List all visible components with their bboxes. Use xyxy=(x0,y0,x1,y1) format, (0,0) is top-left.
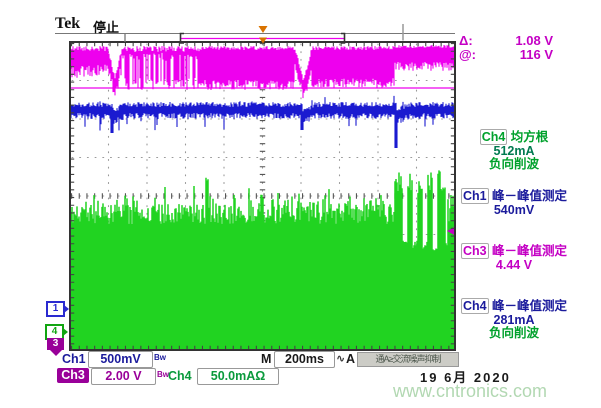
delta-value: 1.08 V xyxy=(515,33,553,48)
ch1-scale-readout: 500mV xyxy=(88,351,153,368)
ch1-bandwidth-icon: Bw xyxy=(154,353,166,362)
trigger-info-readout: 通A≥交流噪声抑制 xyxy=(357,352,459,367)
measurement-ch3-pkpk: Ch3 峰－峰值测定 4.44 V xyxy=(434,243,594,272)
measurement-channel-tag: Ch3 xyxy=(460,243,489,259)
measurement-value: 512mA xyxy=(493,143,535,158)
delta-label: Δ: xyxy=(459,33,473,48)
ch1-label: Ch1 xyxy=(62,352,86,366)
at-label: @: xyxy=(459,47,477,62)
ch1-marker-label: 1 xyxy=(52,303,59,314)
cursor-readout: Δ: 1.08 V @: 116 V xyxy=(459,34,553,62)
trigger-position-marker-icon xyxy=(258,26,268,33)
measurement-name: 峰－峰值测定 xyxy=(492,189,568,203)
ch4-scale-readout: 50.0mAΩ xyxy=(197,368,279,385)
measurement-ch4-pkpk: Ch4 峰－峰值测定 281mA 负向削波 xyxy=(434,298,594,341)
timebase-label: M xyxy=(261,352,272,366)
date-stamp: 19 6月 2020 xyxy=(420,370,511,385)
waveform-ch3 xyxy=(71,45,454,99)
ch4-label: Ch4 xyxy=(168,369,192,383)
trigger-source-label: A xyxy=(346,352,356,366)
acquisition-status: 停止 xyxy=(93,20,120,35)
measurement-name: 均方根 xyxy=(510,130,549,144)
measurement-channel-tag: Ch4 xyxy=(460,298,489,314)
waveform-ch1 xyxy=(71,95,454,148)
ch3-marker-label: 3 xyxy=(52,338,59,349)
ch4-position-marker: 4 xyxy=(45,324,64,340)
at-value: 116 V xyxy=(519,47,553,62)
measurement-value: 4.44 V xyxy=(495,257,533,272)
measurement-note: 负向削波 xyxy=(488,157,539,171)
ch3-scale-readout: 2.00 V xyxy=(91,368,156,385)
trigger-edge-marker-icon xyxy=(259,37,267,44)
measurement-ch1-pkpk: Ch1 峰－峰值测定 540mV xyxy=(434,188,594,217)
ch3-position-marker: 3 xyxy=(47,338,64,350)
measurement-channel-tag: Ch4 xyxy=(479,129,508,145)
cursor-bracket-right xyxy=(341,32,346,44)
measurement-name: 峰－峰值测定 xyxy=(492,244,568,258)
waveform-ch4 xyxy=(71,170,454,349)
border-ticks xyxy=(70,42,455,350)
measurement-channel-tag: Ch1 xyxy=(460,188,489,204)
watermark: www.cntronics.com xyxy=(393,381,548,401)
measurement-value: 281mA xyxy=(493,312,535,327)
trigger-waveform-icon: ∿ xyxy=(336,353,346,365)
cursor-bracket-left xyxy=(179,32,184,44)
measurement-ch4-rms: Ch4 均方根 512mA 负向削波 xyxy=(434,129,594,172)
ch3-label-badge: Ch3 xyxy=(57,368,89,383)
measurement-note: 负向削波 xyxy=(488,326,539,340)
ch1-position-marker: 1 xyxy=(46,301,65,317)
ch3-bandwidth-icon: Bw xyxy=(157,370,169,379)
measurement-name: 峰－峰值测定 xyxy=(492,299,568,313)
timebase-readout: 200ms xyxy=(274,351,335,368)
measurement-value: 540mV xyxy=(493,202,535,217)
tek-logo: Tek xyxy=(55,15,81,32)
ch4-marker-label: 4 xyxy=(51,326,58,337)
